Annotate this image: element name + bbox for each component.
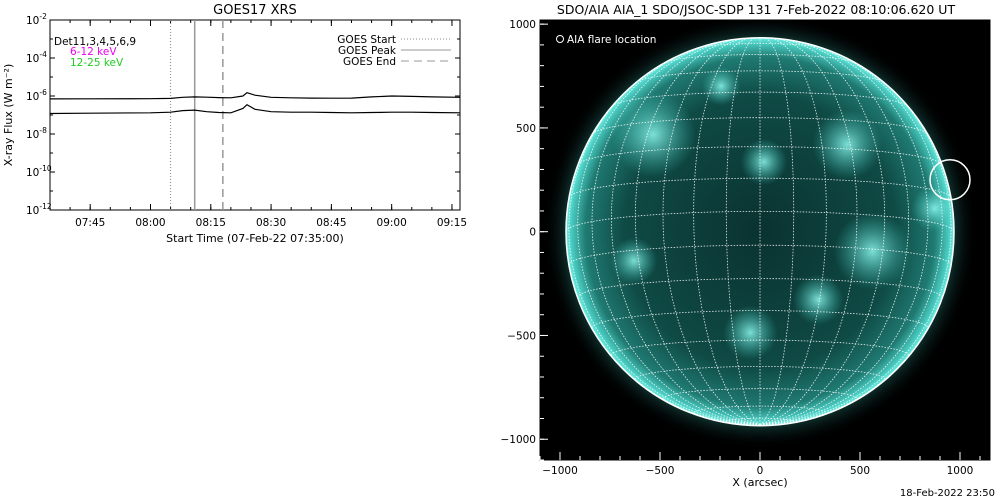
aia-image — [542, 20, 978, 449]
aia-y-tick-label: 0 — [529, 227, 536, 239]
goes-y-tick-exp: -12 — [39, 202, 51, 211]
aia-plot-frame — [539, 19, 991, 461]
longitude-line — [610, 39, 761, 425]
active-region-glow — [812, 109, 883, 180]
goes-flux-series-2 — [49, 103, 461, 115]
aia-title: SDO/AIA AIA_1 SDO/JSOC-SDP 131 7-Feb-202… — [557, 2, 956, 17]
longitude-line — [759, 37, 795, 425]
aia-y-tick-label: −1000 — [500, 434, 536, 446]
goes-x-tick-label: 09:15 — [437, 217, 467, 229]
active-region-glow — [610, 237, 658, 285]
goes-y-tick-exp: -10 — [39, 164, 51, 173]
active-region-glow — [701, 66, 741, 106]
latitude-line — [568, 177, 952, 198]
aia-x-tick-label: −1000 — [542, 465, 578, 477]
goes-y-tick-exp: -8 — [39, 126, 47, 135]
aia-y-tick-label: 500 — [516, 123, 536, 135]
goes-y-tick-label: 10-12 — [26, 202, 52, 217]
flare-legend-symbol — [556, 35, 564, 43]
goes-x-tick-label: 07:45 — [75, 217, 105, 229]
active-region-glow — [723, 305, 778, 360]
latitude-line — [693, 405, 827, 414]
longitude-line — [759, 37, 827, 425]
legend-goes-start-label: GOES Start — [337, 34, 396, 46]
active-region-glow — [740, 138, 788, 186]
longitude-line — [759, 65, 952, 425]
goes-y-tick-label: 10-6 — [26, 88, 47, 103]
active-region-glow — [833, 212, 912, 290]
goes-x-tick-label: 08:15 — [196, 217, 226, 229]
legend-goes-end-label: GOES End — [343, 56, 396, 68]
goes-y-tick-label: 10-10 — [26, 164, 52, 179]
goes-band-high-label: 12-25 keV — [70, 57, 124, 69]
longitude-line — [662, 37, 761, 425]
aia-x-tick-label: 0 — [757, 465, 764, 477]
goes-y-tick-exp: -6 — [39, 88, 47, 97]
goes-series-group — [49, 92, 461, 115]
latitude-line — [577, 146, 943, 165]
longitude-line — [577, 45, 761, 425]
aia-x-tick-label: 500 — [850, 465, 870, 477]
active-regions — [610, 66, 954, 360]
goes-x-tick-label: 08:45 — [316, 217, 346, 229]
goes-title: GOES17 XRS — [213, 3, 297, 18]
flare-location-marker — [929, 159, 971, 201]
flare-legend-label: AIA flare location — [567, 34, 656, 46]
aia-x-axis-label: X (arcsec) — [732, 476, 787, 489]
longitude-line — [591, 40, 761, 425]
goes-y-tick-label: 10-4 — [26, 50, 47, 65]
longitude-line — [693, 37, 761, 425]
solar-limb — [565, 36, 955, 427]
goes-y-tick-base: 10 — [26, 167, 39, 179]
goes-y-tick-base: 10 — [26, 91, 39, 103]
plot-timestamp: 18-Feb-2022 23:50 — [900, 488, 995, 499]
aia-y-tick-label: 1000 — [509, 19, 536, 31]
aia-y-axis: 1000 500 0 −500 −1000 — [500, 19, 548, 461]
aia-x-tick-label: −500 — [646, 465, 675, 477]
longitude-line — [759, 45, 943, 425]
goes-x-tick-label: 08:00 — [135, 217, 165, 229]
latitude-line — [592, 117, 928, 135]
aia-x-axis: −1000 −500 0 500 1000 — [539, 452, 981, 477]
latitude-line — [577, 278, 943, 298]
goes-y-tick-base: 10 — [26, 205, 39, 217]
active-region-glow — [792, 274, 844, 325]
goes-y-tick-label: 10-2 — [26, 12, 47, 27]
longitude-line — [725, 37, 761, 425]
goes-x-axis: 07:45 08:00 08:15 08:30 08:45 09:00 09:15 — [49, 20, 467, 229]
goes-y-tick-base: 10 — [26, 53, 39, 65]
goes-y-tick-exp: -2 — [39, 12, 47, 21]
goes-detector-label: Det11,3,4,5,6,9 — [54, 36, 136, 48]
goes-x-tick-label: 09:00 — [377, 217, 407, 229]
longitude-line — [759, 40, 929, 425]
goes-y-tick-base: 10 — [26, 129, 39, 141]
goes-x-axis-label: Start Time (07-Feb-22 07:35:00) — [166, 232, 344, 245]
goes-y-axis-label: X-ray Flux (W m⁻²) — [2, 64, 15, 166]
goes-y-tick-label: 10-8 — [26, 126, 47, 141]
aia-x-tick-label: 1000 — [947, 465, 974, 477]
active-region-glow — [610, 92, 696, 178]
goes-y-tick-base: 10 — [26, 15, 39, 27]
longitude-line — [568, 65, 761, 425]
latitude-line — [591, 310, 929, 329]
longitude-line — [759, 39, 910, 425]
goes-legend: GOES Start GOES Peak GOES End — [337, 34, 451, 68]
goes-y-tick-exp: -4 — [39, 50, 47, 59]
goes-band-low-label: 6-12 keV — [70, 46, 117, 58]
goes-flux-series-1 — [49, 92, 461, 100]
aia-panel: SDO/AIA AIA_1 SDO/JSOC-SDP 131 7-Feb-202… — [500, 2, 995, 499]
goes-x-tick-label: 08:30 — [256, 217, 286, 229]
legend-goes-peak-label: GOES Peak — [338, 45, 397, 57]
active-region-glow — [911, 185, 954, 232]
longitude-line — [759, 37, 858, 425]
aia-y-tick-label: −500 — [507, 330, 536, 342]
latitude-line — [664, 54, 856, 63]
